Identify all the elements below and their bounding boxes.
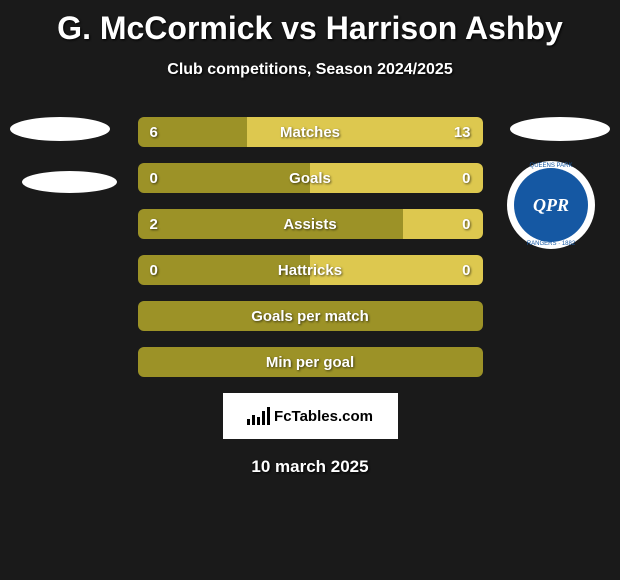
qpr-badge-inner: QPR (514, 168, 588, 242)
subtitle: Club competitions, Season 2024/2025 (0, 61, 620, 79)
stat-bar: 00Goals (138, 163, 483, 193)
stat-bar: 613Matches (138, 117, 483, 147)
page-title: G. McCormick vs Harrison Ashby (0, 0, 620, 47)
player-right-badge-1 (510, 117, 610, 141)
stat-bar-left-fill (138, 255, 311, 285)
qpr-badge: QUEENS PARK QPR RANGERS · 1882 (507, 161, 595, 249)
stat-bar-right-fill (247, 117, 483, 147)
fctables-label: FcTables.com (274, 408, 373, 425)
stat-bar-left-fill (138, 347, 483, 377)
stat-bar-right-fill (403, 209, 482, 239)
stat-bar-right-fill (310, 255, 483, 285)
player-left-badge-2 (22, 171, 117, 193)
stat-bar-left-fill (138, 163, 311, 193)
stat-bar: Goals per match (138, 301, 483, 331)
stat-bar-left-fill (138, 117, 247, 147)
player-left-badge-1 (10, 117, 110, 141)
stat-bar: Min per goal (138, 347, 483, 377)
stat-bar: 00Hattricks (138, 255, 483, 285)
stat-bar-left-fill (138, 301, 483, 331)
date-label: 10 march 2025 (0, 457, 620, 477)
stat-bars-container: 613Matches 00Goals 20Assists 00Hattricks Goa… (138, 117, 483, 377)
qpr-text-bottom: RANGERS · 1882 (507, 241, 595, 247)
qpr-script: QPR (533, 195, 569, 216)
stat-bar: 20Assists (138, 209, 483, 239)
stat-bar-left-fill (138, 209, 404, 239)
stat-bar-right-fill (310, 163, 483, 193)
bar-chart-icon (247, 407, 270, 425)
stats-area: QUEENS PARK QPR RANGERS · 1882 613Matche… (0, 117, 620, 377)
fctables-logo: FcTables.com (223, 393, 398, 439)
